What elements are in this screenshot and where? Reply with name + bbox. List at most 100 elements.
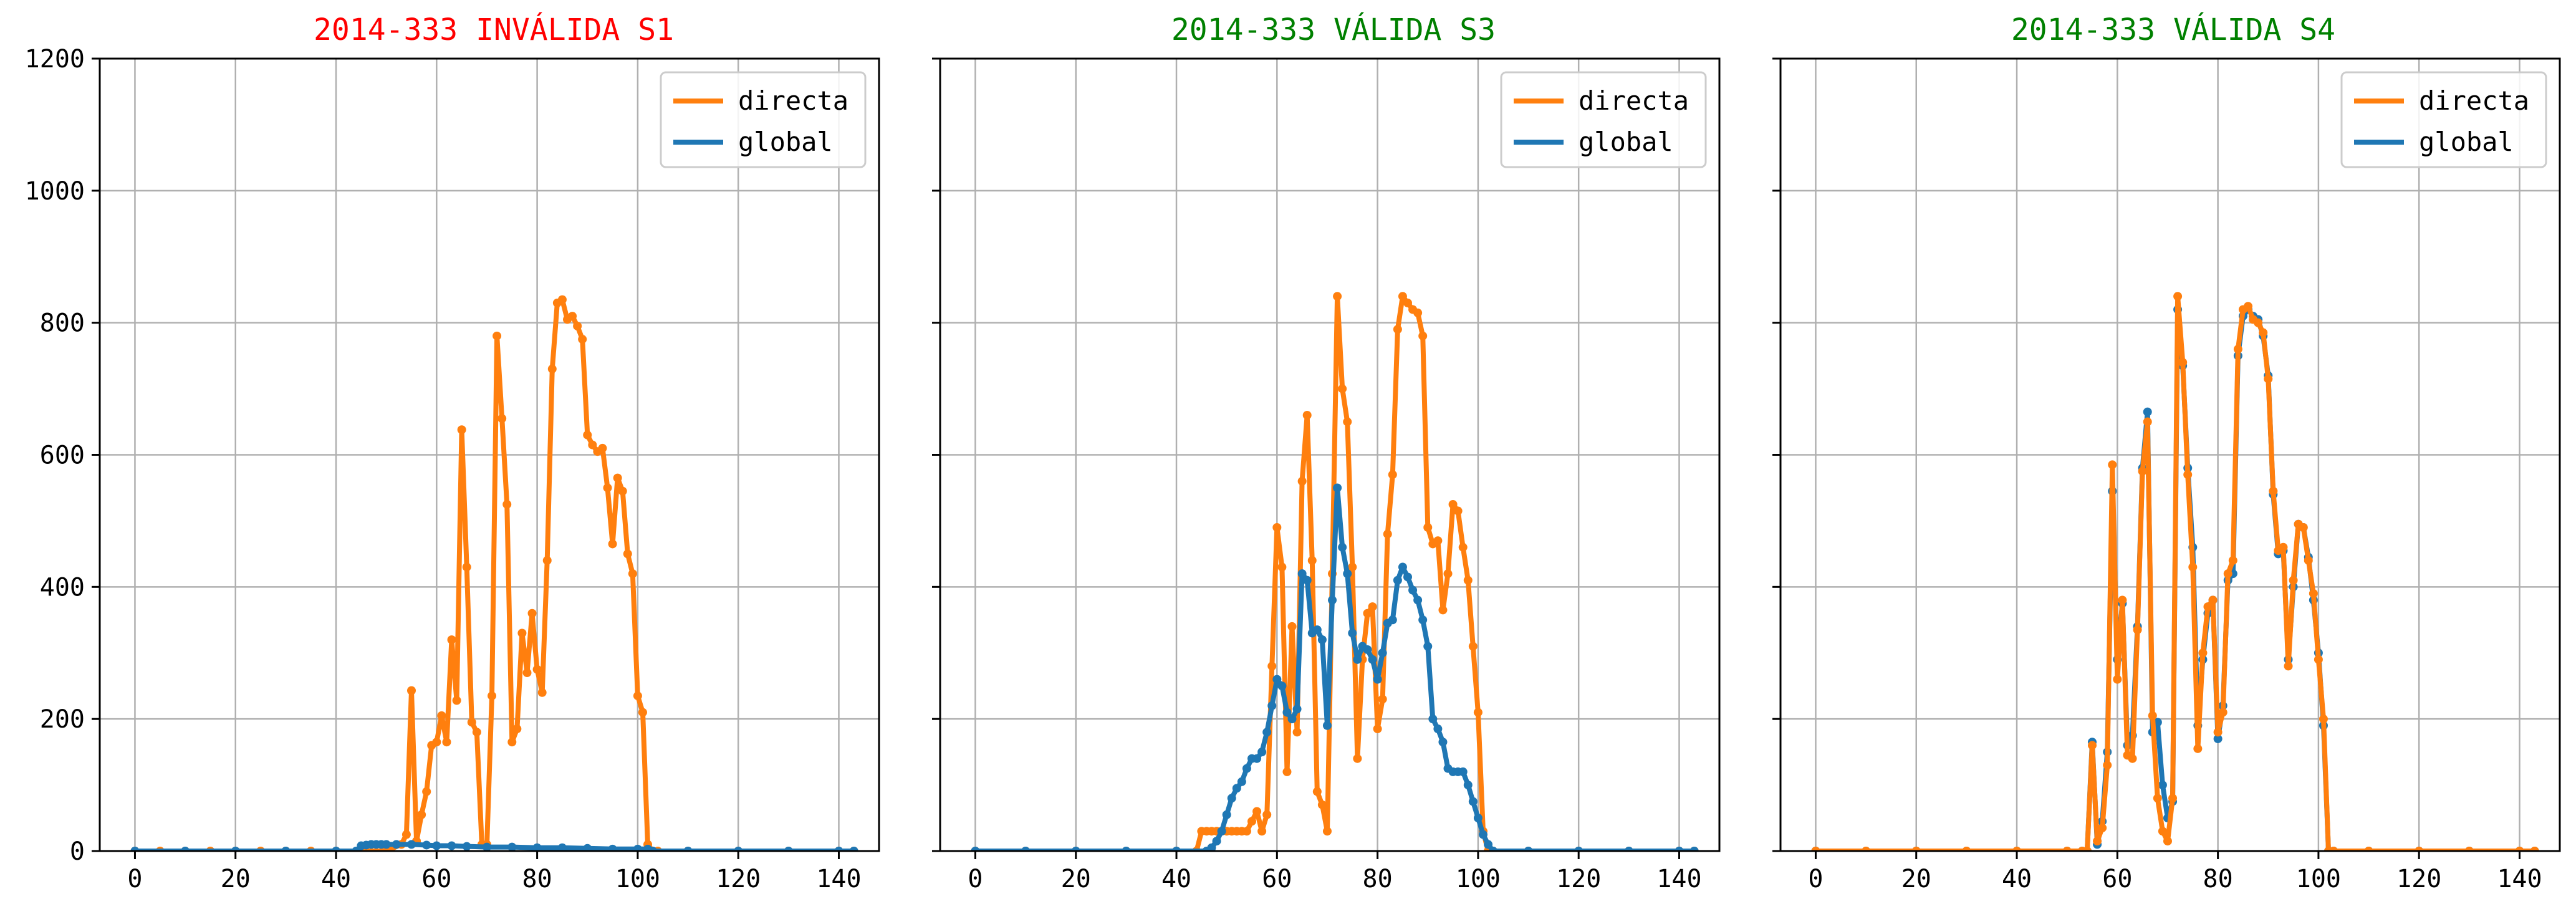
data-point bbox=[1282, 708, 1292, 717]
data-point bbox=[623, 549, 632, 559]
data-point bbox=[1353, 754, 1362, 763]
data-point bbox=[2304, 556, 2313, 565]
data-point bbox=[2148, 711, 2157, 720]
x-tick-label: 0 bbox=[127, 865, 142, 893]
data-point bbox=[2062, 847, 2072, 851]
data-point bbox=[1383, 529, 1392, 539]
data-point bbox=[2153, 794, 2162, 803]
data-point bbox=[1911, 847, 1921, 851]
data-point bbox=[608, 844, 617, 851]
data-point bbox=[618, 486, 627, 496]
y-tick-label: 1000 bbox=[25, 177, 85, 206]
data-point bbox=[1862, 847, 1871, 851]
data-point bbox=[1282, 767, 1292, 776]
data-point bbox=[608, 539, 617, 549]
data-point bbox=[1962, 847, 1971, 851]
data-point bbox=[1348, 562, 1357, 572]
data-point bbox=[2193, 744, 2203, 753]
legend-label-global: global bbox=[1579, 127, 1673, 157]
data-point bbox=[1398, 292, 1407, 301]
data-point bbox=[784, 847, 793, 851]
data-point bbox=[1312, 625, 1322, 635]
data-point bbox=[1322, 721, 1332, 730]
data-point bbox=[401, 830, 411, 839]
data-point bbox=[2284, 661, 2293, 671]
data-point bbox=[1373, 724, 1382, 734]
data-point bbox=[2082, 847, 2092, 851]
data-point bbox=[1811, 847, 1820, 851]
data-point bbox=[1307, 556, 1317, 565]
data-point bbox=[1333, 292, 1342, 301]
data-point bbox=[488, 691, 497, 701]
x-tick-label: 120 bbox=[1556, 865, 1601, 893]
x-tick-label: 40 bbox=[321, 865, 351, 893]
data-point bbox=[2213, 734, 2223, 743]
x-tick-label: 0 bbox=[1808, 865, 1823, 893]
data-point bbox=[1222, 810, 1231, 819]
data-point bbox=[462, 842, 471, 851]
x-tick-label: 40 bbox=[2002, 865, 2032, 893]
data-point bbox=[1312, 787, 1322, 796]
data-point bbox=[1227, 794, 1236, 803]
legend-label-global: global bbox=[2419, 127, 2514, 157]
data-point bbox=[2218, 708, 2228, 717]
data-point bbox=[2208, 595, 2218, 605]
data-point bbox=[1418, 615, 1428, 625]
x-tick-label: 20 bbox=[1901, 865, 1931, 893]
data-point bbox=[407, 686, 416, 695]
data-point bbox=[1237, 777, 1246, 786]
data-point bbox=[1473, 708, 1483, 717]
data-point bbox=[1338, 542, 1347, 552]
data-point bbox=[422, 840, 431, 850]
data-point bbox=[1287, 714, 1297, 724]
data-point bbox=[2183, 470, 2193, 479]
data-point bbox=[573, 321, 582, 330]
data-point bbox=[181, 847, 190, 851]
data-point bbox=[2464, 847, 2474, 851]
x-tick-label: 80 bbox=[1363, 865, 1393, 893]
data-point bbox=[1463, 781, 1473, 790]
data-point bbox=[1267, 661, 1277, 671]
data-point bbox=[462, 562, 471, 572]
data-point bbox=[1524, 847, 1533, 851]
data-point bbox=[1393, 575, 1402, 585]
data-point bbox=[1393, 325, 1402, 334]
data-point bbox=[1272, 675, 1282, 684]
data-point bbox=[1353, 655, 1362, 664]
data-point bbox=[2143, 417, 2152, 426]
subplot-s4: 2014-333 VÁLIDA S4 0 20 40 60 80 100 120 140 dir… bbox=[1772, 12, 2561, 893]
data-point bbox=[422, 787, 431, 796]
data-point bbox=[547, 364, 557, 373]
data-point bbox=[648, 847, 658, 851]
subplot-s3: 2014-333 VÁLIDA S3 0 20 40 60 80 100 120 140 dir… bbox=[932, 12, 1721, 893]
grid bbox=[100, 57, 879, 852]
data-point bbox=[1242, 827, 1251, 836]
y-tick-label: 800 bbox=[40, 309, 85, 338]
data-point bbox=[1489, 847, 1498, 851]
data-point bbox=[2118, 595, 2127, 605]
data-point bbox=[1071, 847, 1080, 851]
data-point bbox=[1257, 748, 1267, 757]
data-point bbox=[2163, 837, 2172, 846]
data-point bbox=[603, 483, 612, 493]
data-point bbox=[2329, 847, 2338, 851]
data-point bbox=[1418, 331, 1428, 340]
y-tick-label: 200 bbox=[40, 705, 85, 734]
data-point bbox=[2309, 589, 2318, 598]
data-point bbox=[447, 841, 456, 850]
data-point bbox=[2173, 292, 2183, 301]
data-point bbox=[1212, 837, 1221, 846]
data-point bbox=[1403, 298, 1412, 307]
data-point bbox=[1368, 655, 1377, 664]
series-global bbox=[971, 483, 1699, 851]
data-point bbox=[1428, 714, 1438, 724]
data-point bbox=[447, 635, 456, 645]
data-point bbox=[628, 569, 637, 579]
data-point bbox=[1348, 628, 1357, 638]
data-point bbox=[1378, 695, 1387, 704]
data-point bbox=[1388, 470, 1397, 479]
data-point bbox=[734, 847, 743, 851]
legend: directa global bbox=[2340, 71, 2547, 168]
legend-label-global: global bbox=[738, 127, 833, 157]
